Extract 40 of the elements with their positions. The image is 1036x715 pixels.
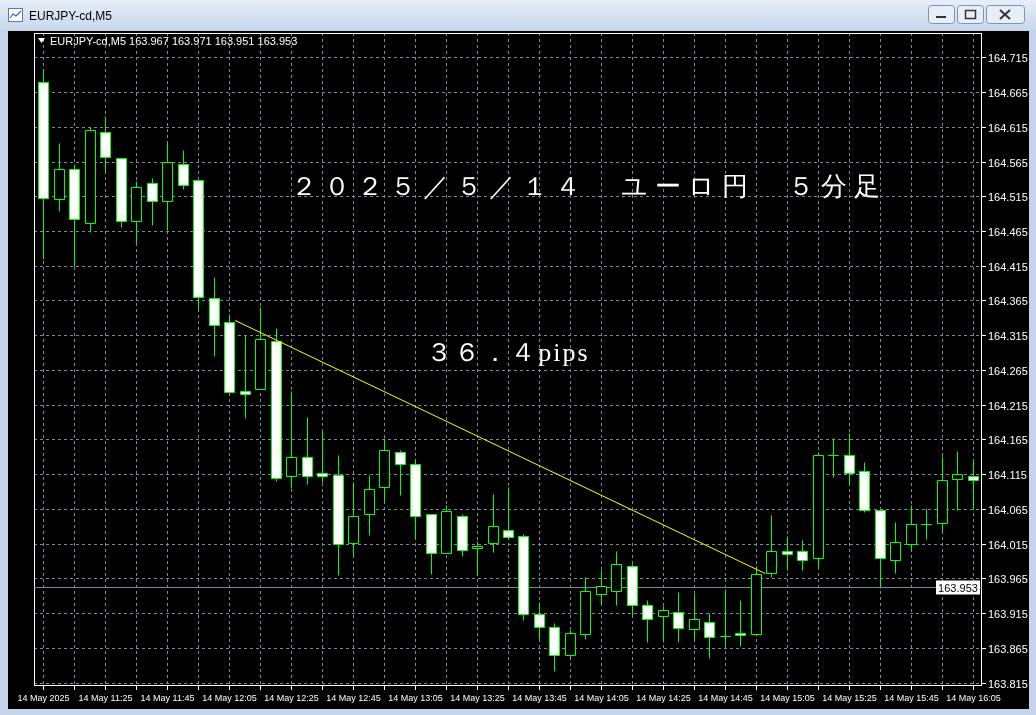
x-tick-label: 14 May 12:25 (264, 693, 319, 703)
y-tick-label: 164.465 (988, 225, 1028, 238)
x-tick-label: 14 May 13:45 (512, 693, 567, 703)
x-tick-label: 14 May 14:45 (698, 693, 753, 703)
y-tick-label: 164.315 (988, 329, 1028, 342)
x-tick-label: 14 May 12:05 (202, 693, 257, 703)
y-tick-label: 164.615 (988, 121, 1028, 134)
annotation: ３６．４pips (426, 338, 590, 368)
y-tick-label: 164.165 (988, 433, 1028, 446)
subtitle: EURJPY-cd,M5 163.967 163.971 163.951 163.953 (50, 35, 298, 47)
x-tick-label: 14 May 14:05 (574, 693, 629, 703)
y-tick-label: 163.815 (988, 677, 1028, 690)
x-tick-label: 14 May 15:45 (884, 693, 939, 703)
x-tick-label: 14 May 2025 (17, 693, 70, 703)
y-tick-label: 164.715 (988, 51, 1028, 64)
y-tick-label: 164.265 (988, 364, 1028, 377)
x-tick-label: 14 May 15:25 (822, 693, 877, 703)
y-tick-label: 163.915 (988, 607, 1028, 620)
x-tick-label: 14 May 13:25 (450, 693, 505, 703)
x-tick-label: 14 May 11:45 (140, 693, 195, 703)
y-tick-label: 164.665 (988, 86, 1028, 99)
ref-line-label: 163.953 (938, 581, 978, 594)
y-tick-label: 164.415 (988, 260, 1028, 273)
x-tick-label: 14 May 14:25 (636, 693, 691, 703)
y-tick-label: 164.115 (988, 468, 1027, 481)
y-tick-label: 164.215 (988, 399, 1028, 412)
x-tick-label: 14 May 12:45 (326, 693, 381, 703)
x-tick-label: 14 May 15:05 (760, 693, 815, 703)
y-tick-label: 164.365 (988, 294, 1028, 307)
y-tick-label: 164.015 (988, 538, 1028, 551)
y-tick-label: 164.565 (988, 156, 1028, 169)
y-tick-label: 164.515 (988, 190, 1028, 203)
x-tick-label: 14 May 11:25 (78, 693, 133, 703)
y-tick-label: 163.865 (988, 642, 1028, 655)
y-tick-label: 164.065 (988, 503, 1028, 516)
x-tick-label: 14 May 16:05 (946, 693, 1001, 703)
y-tick-label: 163.965 (988, 572, 1028, 585)
window-caption: EURJPY-cd,M5 (29, 9, 112, 23)
title: ２０２５／５／１４ ユーロ円 ５分足 (290, 171, 887, 201)
x-tick-label: 14 May 13:05 (388, 693, 443, 703)
